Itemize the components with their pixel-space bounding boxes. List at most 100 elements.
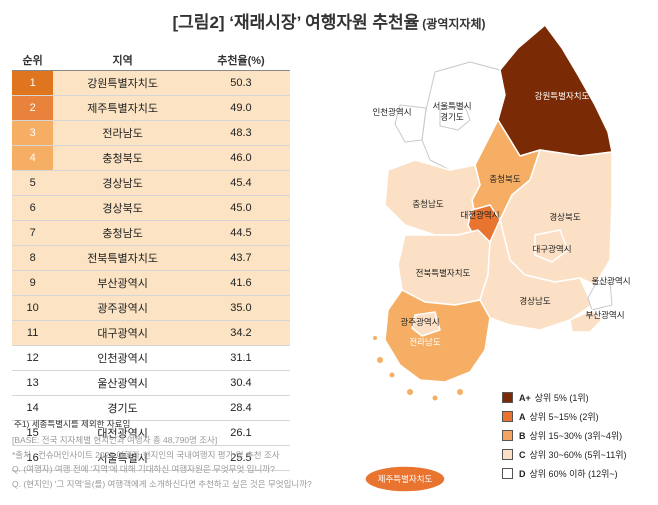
korea-map: 서울특별시 경기도 인천광역시 강원특별자치도 충청북도 충청남도 대전광역시 … bbox=[364, 24, 630, 493]
legend-swatch bbox=[502, 392, 513, 403]
legend-item: C 상위 30~60% (5위~11위) bbox=[502, 445, 627, 464]
header-rank: 순위 bbox=[12, 50, 54, 71]
rank-cell: 8 bbox=[12, 245, 54, 271]
rank-cell: 2 bbox=[12, 95, 54, 121]
rank-cell: 9 bbox=[12, 270, 54, 296]
region-cell: 인천광역시 bbox=[53, 345, 192, 371]
region-daegu bbox=[534, 229, 569, 263]
map-label-gyeongbuk: 경상북도 bbox=[549, 212, 580, 222]
table-row: 15 대전광역시 26.1 bbox=[12, 420, 290, 446]
region-seoul bbox=[439, 105, 471, 131]
table-row: 13 울산광역시 30.4 bbox=[12, 370, 290, 396]
chart-title: [그림2] ‘재래시장’ 여행자원 추천율 (광역지자체) bbox=[0, 8, 658, 33]
table-header-row: 순위 지역 추천율(%) bbox=[12, 50, 290, 71]
rank-cell: 1 bbox=[12, 70, 54, 96]
rank-cell: 16 bbox=[12, 445, 54, 471]
table-row: 6 경상북도 45.0 bbox=[12, 195, 290, 221]
rank-cell: 15 bbox=[12, 420, 54, 446]
region-cell: 경기도 bbox=[53, 395, 192, 421]
region-cell: 전라남도 bbox=[53, 120, 192, 146]
rank-cell: 6 bbox=[12, 195, 54, 221]
rank-cell: 7 bbox=[12, 220, 54, 246]
region-cell: 경상북도 bbox=[53, 195, 192, 221]
region-cell: 충청남도 bbox=[53, 220, 192, 246]
table-row: 3 전라남도 48.3 bbox=[12, 120, 290, 146]
rate-cell: 26.1 bbox=[191, 420, 290, 446]
table-row: 5 경상남도 45.4 bbox=[12, 170, 290, 196]
legend-item: A+ 상위 5% (1위) bbox=[502, 388, 627, 407]
table-row: 8 전북특별자치도 43.7 bbox=[12, 245, 290, 271]
legend-item: A 상위 5~15% (2위) bbox=[502, 407, 627, 426]
legend-swatch bbox=[502, 430, 513, 441]
source-line: Q. (여행자) 여행 전에 '지역'에 대해 기대하신 여행자원은 무엇무엇 … bbox=[12, 464, 275, 474]
region-cell: 제주특별자치도 bbox=[53, 95, 192, 121]
table-row: 4 충청북도 46.0 bbox=[12, 145, 290, 171]
map-label-incheon: 인천광역시 bbox=[372, 107, 411, 117]
region-ulsan bbox=[587, 281, 613, 311]
region-cell: 대구광역시 bbox=[53, 320, 192, 346]
rate-cell: 48.3 bbox=[191, 120, 290, 146]
legend-grade: A bbox=[519, 411, 526, 422]
region-busan bbox=[569, 309, 603, 333]
rank-cell: 11 bbox=[12, 320, 54, 346]
rank-cell: 12 bbox=[12, 345, 54, 371]
region-cell: 강원특별자치도 bbox=[53, 70, 192, 96]
map-label-gyeonggi: 경기도 bbox=[440, 112, 464, 122]
rate-cell: 30.4 bbox=[191, 370, 290, 396]
rate-cell: 28.4 bbox=[191, 395, 290, 421]
region-jeonnam bbox=[384, 289, 491, 383]
rate-cell: 50.3 bbox=[191, 70, 290, 96]
region-cell: 충청북도 bbox=[53, 145, 192, 171]
source-line: *출처 : 컨슈머인사이트 2025 여행자·현지인의 국내여행지 평가 및 추… bbox=[12, 449, 280, 460]
legend-item: B 상위 15~30% (3위~4위) bbox=[502, 426, 627, 445]
map-label-chungnam: 충청남도 bbox=[412, 199, 443, 209]
table-row: 9 부산광역시 41.6 bbox=[12, 270, 290, 296]
chart-title-sub: (광역지자체) bbox=[422, 17, 486, 31]
rate-cell: 41.6 bbox=[191, 270, 290, 296]
legend-swatch bbox=[502, 449, 513, 460]
legend-label: 상위 5~15% (2위) bbox=[529, 412, 599, 422]
map-legend: A+ 상위 5% (1위) A 상위 5~15% (2위) B 상위 15~30… bbox=[502, 388, 627, 483]
rate-cell: 31.1 bbox=[191, 345, 290, 371]
rank-cell: 5 bbox=[12, 170, 54, 196]
map-label-ulsan: 울산광역시 bbox=[591, 276, 630, 286]
map-label-gwangju: 광주광역시 bbox=[400, 317, 439, 327]
header-rate: 추천율(%) bbox=[191, 50, 290, 71]
header-region: 지역 bbox=[53, 50, 192, 71]
region-incheon bbox=[394, 104, 427, 143]
source-notes: [BASE: 전국 지자체별 현지인과 여행자 총 48,790명 조사] *출… bbox=[12, 433, 362, 491]
rank-cell: 4 bbox=[12, 145, 54, 171]
table-row: 14 경기도 28.4 bbox=[12, 395, 290, 421]
region-cell: 울산광역시 bbox=[53, 370, 192, 396]
rate-cell: 43.7 bbox=[191, 245, 290, 271]
region-cell: 전북특별자치도 bbox=[53, 245, 192, 271]
map-label-daegu: 대구광역시 bbox=[532, 244, 571, 254]
table-body: 1 강원특별자치도 50.3 2 제주특별자치도 49.0 3 전라남도 48.3 4 충청북도 46… bbox=[12, 70, 290, 471]
table-row: 12 인천광역시 31.1 bbox=[12, 345, 290, 371]
rate-cell: 25.5 bbox=[191, 445, 290, 471]
legend-label: 상위 5% (1위) bbox=[534, 393, 589, 403]
legend-item: D 상위 60% 이하 (12위~) bbox=[502, 464, 627, 483]
legend-grade: A+ bbox=[519, 392, 531, 403]
table-row: 1 강원특별자치도 50.3 bbox=[12, 70, 290, 96]
map-label-daejeon: 대전광역시 bbox=[460, 210, 499, 220]
region-gwangju bbox=[411, 311, 441, 337]
region-chungnam bbox=[384, 159, 481, 236]
rate-cell: 35.0 bbox=[191, 295, 290, 321]
legend-label: 상위 15~30% (3위~4위) bbox=[529, 431, 623, 441]
map-label-jeonnam: 전라남도 bbox=[409, 337, 440, 347]
legend-label: 상위 30~60% (5위~11위) bbox=[529, 450, 627, 460]
legend-label: 상위 60% 이하 (12위~) bbox=[529, 469, 618, 479]
legend-swatch bbox=[502, 468, 513, 479]
map-label-gangwon: 강원특별자치도 bbox=[535, 91, 590, 101]
table-row: 2 제주특별자치도 49.0 bbox=[12, 95, 290, 121]
legend-grade: B bbox=[519, 430, 526, 441]
legend-grade: D bbox=[519, 468, 526, 479]
legend-grade: C bbox=[519, 449, 526, 460]
footnote: 주1) 세종특별시를 제외한 자료임 bbox=[14, 419, 131, 429]
rank-cell: 10 bbox=[12, 295, 54, 321]
rank-cell: 14 bbox=[12, 395, 54, 421]
region-cell: 경상남도 bbox=[53, 170, 192, 196]
map-label-gyeongnam: 경상남도 bbox=[519, 296, 550, 306]
rate-cell: 44.5 bbox=[191, 220, 290, 246]
